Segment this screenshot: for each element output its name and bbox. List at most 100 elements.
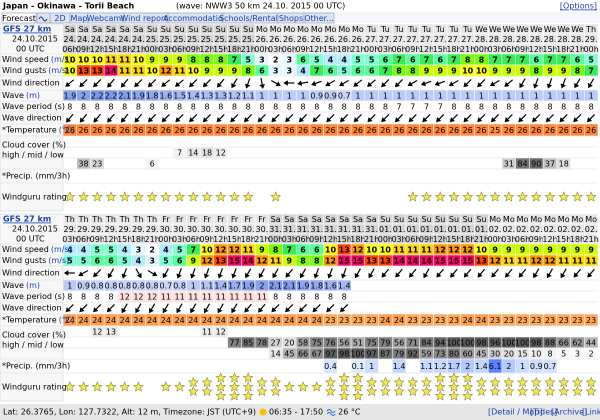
direction-arrow: [231, 268, 237, 279]
direction-arrow: [436, 268, 444, 278]
run-date: 24.10.2015: [12, 35, 58, 44]
tab-label[interactable]: Wind reports: [120, 14, 171, 23]
header-date: 24.: [132, 35, 145, 44]
cell-value: 6: [437, 56, 443, 65]
header-date: 25.: [187, 35, 200, 44]
cell-value: 26: [325, 126, 335, 135]
direction-arrow: [93, 269, 102, 278]
header-day: Tu: [407, 25, 417, 34]
tab-label[interactable]: Map: [71, 14, 88, 23]
arrow-head: [275, 81, 281, 87]
tab-label[interactable]: Webcams: [87, 14, 126, 23]
footer-link[interactable]: [Tides]: [530, 408, 557, 417]
star: [187, 376, 199, 388]
footer-link[interactable]: [Archive]: [551, 408, 587, 417]
rating-stars: [503, 191, 515, 202]
cell-value: 8: [81, 293, 86, 302]
cell-value: 26: [463, 126, 473, 135]
arrow-head: [285, 117, 291, 123]
footer-link[interactable]: [Link]: [582, 408, 600, 417]
cell-value: 24: [120, 316, 130, 325]
tab-label[interactable]: 2D: [54, 14, 65, 23]
cell-value: 1.5: [173, 92, 186, 101]
tab-label[interactable]: Forecast: [2, 14, 36, 23]
arrow-head: [120, 82, 126, 88]
cell-value: 51: [353, 339, 363, 348]
direction-arrow: [285, 304, 294, 313]
cell-value: 24: [65, 316, 75, 325]
cell-value: 8: [493, 103, 498, 112]
tab[interactable]: [1, 12, 37, 24]
model-link[interactable]: GFS 27 km: [3, 25, 51, 34]
cell-value: 13: [476, 257, 487, 266]
direction-arrow: [189, 114, 198, 123]
options-link[interactable]: [Options]: [560, 2, 597, 11]
cell-value: 7: [287, 246, 293, 255]
header-day: Su: [394, 215, 404, 224]
star: [434, 372, 446, 383]
header-hour: 12h: [103, 235, 118, 244]
arrow-head: [297, 80, 303, 87]
wave-icon-tab[interactable]: [36, 12, 51, 24]
arrow-head: [449, 117, 455, 123]
header-date: 25.: [214, 35, 227, 44]
cell-value: 8: [287, 103, 292, 112]
arrow-head: [313, 273, 319, 279]
direction-arrow: [231, 303, 238, 314]
cell-value: 5: [369, 56, 375, 65]
star: [503, 376, 515, 388]
cell-value: 26: [106, 126, 116, 135]
cell-value: 7: [396, 56, 402, 65]
footer-link[interactable]: [Detail / Map]: [488, 408, 542, 417]
cell-value: 8: [328, 293, 333, 302]
header-hour: 03h: [268, 45, 283, 54]
row-label: Wave period (s): [2, 292, 65, 301]
star: [585, 191, 597, 202]
direction-arrow: [504, 268, 513, 278]
model-link[interactable]: GFS 27 km: [3, 215, 51, 224]
cell-value: 87: [380, 350, 390, 359]
header-day: Sa: [79, 25, 89, 34]
cell-value: 11: [421, 246, 433, 255]
cell-value: 5: [245, 56, 251, 65]
cell-value: 23: [367, 316, 377, 325]
tab[interactable]: [303, 12, 335, 24]
cell-value: 1.1: [420, 362, 433, 371]
cell-value: 1: [451, 92, 456, 101]
tab-label[interactable]: Other...: [304, 14, 334, 23]
cell-value: 0.8: [91, 282, 104, 291]
cell-value: 26: [408, 126, 418, 135]
header-date: 02.: [571, 225, 584, 234]
tab-label[interactable]: Accommodation: [163, 14, 228, 23]
cell-value: 1: [355, 92, 360, 101]
arrow-head: [368, 272, 374, 279]
direction-arrow: [216, 78, 225, 88]
cell-value: 1.8: [310, 282, 323, 291]
cell-value: 8: [355, 103, 360, 112]
cell-value: 26: [394, 126, 404, 135]
tab-label[interactable]: Schools/Rentals: [219, 14, 282, 23]
arrow-head: [518, 272, 524, 278]
page-subtitle: (wave: NWW3 50 km 24.10. 2015 00 UTC): [176, 2, 345, 11]
header-day: Mo: [558, 215, 570, 224]
cell-value: 24: [476, 316, 486, 325]
header-day: Su: [229, 25, 239, 34]
cell-value: 26: [504, 126, 514, 135]
header-date: 29.: [118, 225, 131, 234]
star: [544, 191, 556, 202]
star: [517, 385, 529, 397]
cell-value: 15: [517, 350, 527, 359]
tab-label[interactable]: Shops: [279, 14, 303, 23]
cell-value: 75: [367, 339, 377, 348]
direction-arrow: [477, 114, 486, 123]
arrow-head: [245, 83, 251, 89]
cell-value: 11: [229, 293, 239, 302]
cell-value: 11: [202, 328, 212, 337]
rating-stars: [64, 191, 76, 202]
header-date: 25.: [201, 35, 214, 44]
cell-value: 8: [410, 67, 416, 76]
header-date: 30.: [187, 225, 200, 234]
rating-stars: [78, 191, 90, 202]
cell-value: 1: [589, 92, 594, 101]
header-date: 01.: [393, 225, 406, 234]
